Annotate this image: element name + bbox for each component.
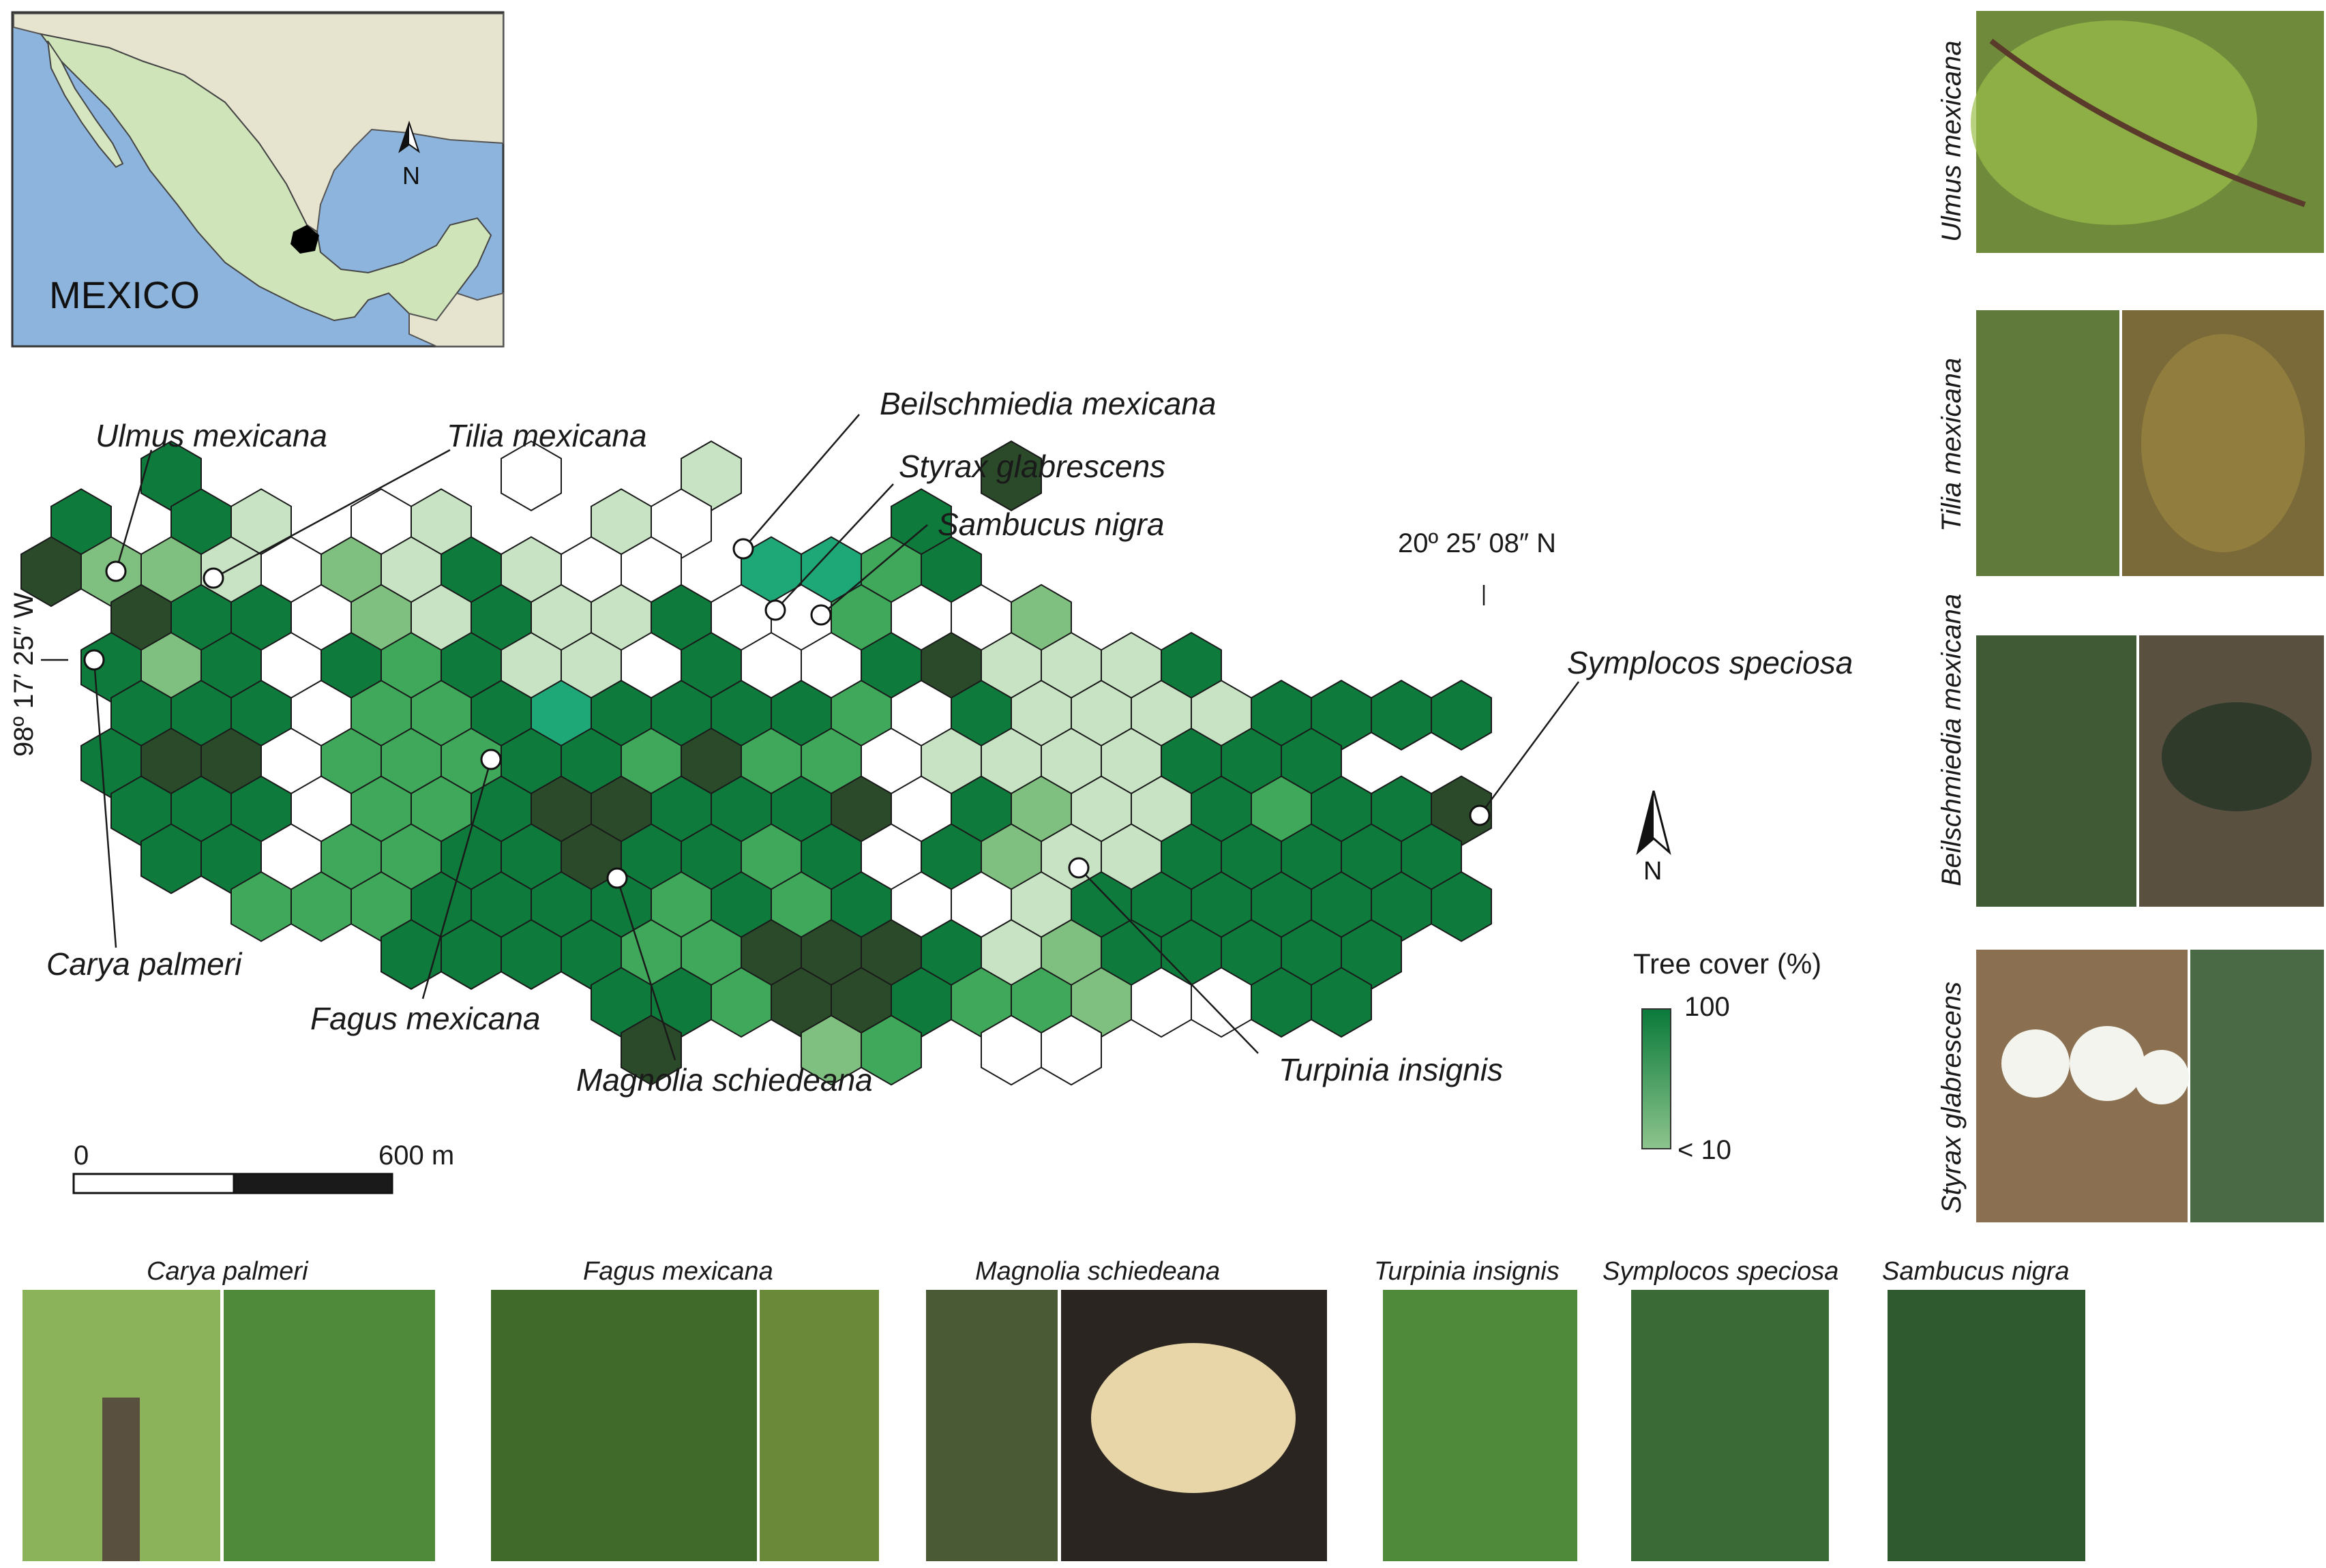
- label-sambucus: Sambucus nigra: [938, 507, 1164, 542]
- guatemala-region: [408, 292, 504, 347]
- main-north-arrow-icon: [1636, 790, 1671, 856]
- tree-cover-hex-grid: [20, 440, 1492, 1086]
- photo-styrax-2: [2190, 950, 2324, 1222]
- hex-cell: [861, 1014, 922, 1086]
- hex-cell: [981, 440, 1042, 511]
- photo-label-tilia: Tilia mexicana: [1937, 358, 1967, 532]
- legend-title: Tree cover (%): [1633, 948, 1821, 980]
- photo-fagus-2: [760, 1290, 879, 1561]
- photo-turpinia: [1383, 1290, 1577, 1561]
- photo-label-fagus: Fagus mexicana: [583, 1257, 773, 1286]
- photo-beilschmiedia-1: [1976, 635, 2136, 907]
- hex-cell: [1431, 871, 1492, 942]
- label-styrax: Styrax glabrescens: [899, 449, 1165, 484]
- leader-lines: [41, 414, 1580, 1061]
- right-photo-column: Ulmus mexicana Tilia mexicana Beilschmie…: [1937, 11, 2324, 1222]
- bottom-photo-row: Carya palmeri Fagus mexicana Magnolia sc…: [23, 1257, 2085, 1561]
- inset-map: MEXICO N: [11, 11, 505, 348]
- photo-label-styrax: Styrax glabrescens: [1937, 982, 1967, 1213]
- photo-label-sambucus: Sambucus nigra: [1882, 1257, 2070, 1286]
- inset-north-label: N: [402, 162, 420, 190]
- scale-bar: 0 600 m: [72, 1141, 454, 1194]
- label-ulmus: Ulmus mexicana: [95, 418, 327, 453]
- label-carya: Carya palmeri: [46, 946, 243, 982]
- mexico-landmass: [39, 33, 492, 322]
- longitude-label: 98º 17′ 25″ W: [9, 592, 39, 757]
- photo-symplocos: [1631, 1290, 1829, 1561]
- hex-cell: [1311, 967, 1372, 1038]
- photo-magnolia-1: [926, 1290, 1058, 1561]
- legend-max: 100: [1684, 992, 1730, 1022]
- label-turpinia: Turpinia insignis: [1279, 1052, 1503, 1087]
- label-magnolia: Magnolia schiedeana: [576, 1062, 873, 1098]
- label-fagus: Fagus mexicana: [310, 1001, 541, 1036]
- label-symplocos: Symplocos speciosa: [1567, 645, 1853, 680]
- map-species-labels: Ulmus mexicana Tilia mexicana Beilschmie…: [46, 386, 1853, 1098]
- photo-carya-2: [224, 1290, 435, 1561]
- inset-north-arrow-icon: [398, 120, 420, 153]
- photo-sambucus: [1888, 1290, 2085, 1561]
- tree-cover-legend: Tree cover (%) 100 < 10: [1633, 948, 1821, 1165]
- legend-gradient-bar: [1641, 1008, 1671, 1149]
- sample-sites: [83, 538, 1491, 889]
- photo-label-beilschmiedia: Beilschmiedia mexicana: [1937, 594, 1967, 886]
- photo-label-ulmus: Ulmus mexicana: [1937, 40, 1967, 242]
- label-beilschmiedia: Beilschmiedia mexicana: [880, 386, 1216, 421]
- study-site-marker: [290, 225, 319, 254]
- photo-label-symplocos: Symplocos speciosa: [1602, 1257, 1838, 1286]
- hex-cell: [1431, 680, 1492, 751]
- legend-min: < 10: [1678, 1135, 1731, 1165]
- inset-country-label: MEXICO: [49, 273, 200, 316]
- scale-end: 600 m: [378, 1141, 454, 1171]
- hex-cell: [1041, 1014, 1102, 1086]
- photo-fagus-1: [491, 1290, 757, 1561]
- hex-cell: [501, 440, 562, 511]
- photo-tilia-1: [1976, 310, 2119, 576]
- baja-peninsula: [47, 40, 124, 168]
- hex-cell: [1371, 680, 1432, 751]
- photo-label-magnolia: Magnolia schiedeana: [975, 1257, 1220, 1286]
- scale-start: 0: [74, 1141, 89, 1171]
- latitude-label: 20º 25′ 08″ N: [1398, 528, 1556, 558]
- label-tilia: Tilia mexicana: [447, 418, 647, 453]
- photo-label-carya: Carya palmeri: [147, 1257, 309, 1286]
- main-north-label: N: [1643, 857, 1662, 886]
- photo-label-turpinia: Turpinia insignis: [1374, 1257, 1560, 1286]
